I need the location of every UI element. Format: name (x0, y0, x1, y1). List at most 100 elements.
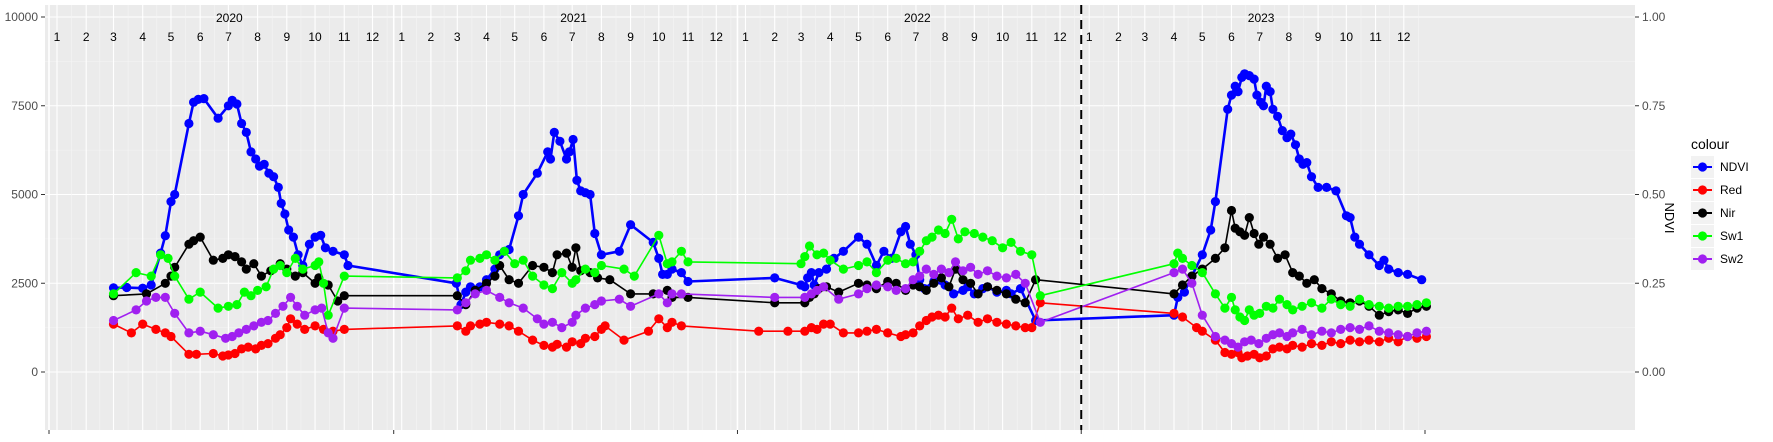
year-label: 2023 (1248, 11, 1275, 25)
data-point-nir (936, 273, 947, 283)
data-point-sw1 (1197, 268, 1207, 278)
data-point-sw2 (532, 314, 542, 324)
data-point-sw2 (921, 264, 931, 274)
left-tick-label: 10000 (5, 10, 39, 24)
data-point-sw2 (1233, 342, 1243, 352)
data-point-ndvi (676, 268, 687, 278)
data-point-ndvi (232, 99, 242, 109)
data-point-ndvi (564, 147, 575, 157)
data-point-sw1 (580, 264, 591, 274)
data-point-sw2 (1326, 328, 1336, 338)
data-point-ndvi (1265, 87, 1275, 97)
month-label: 12 (366, 30, 380, 44)
data-point-sw1 (1384, 303, 1394, 313)
data-point-ndvi (1384, 264, 1394, 274)
data-point-ndvi (241, 127, 251, 137)
data-point-ndvi (320, 243, 330, 253)
data-point-sw2 (1001, 273, 1012, 283)
data-point-nir (230, 252, 240, 262)
data-point-red (600, 321, 610, 331)
data-point-nir (1374, 310, 1384, 320)
data-point-sw2 (1354, 324, 1365, 334)
data-point-red (151, 324, 161, 334)
data-point-nir (1020, 298, 1030, 308)
data-point-sw1 (1403, 301, 1413, 311)
data-point-sw1 (915, 246, 925, 256)
data-point-red (465, 321, 476, 331)
data-point-ndvi (1302, 158, 1312, 168)
month-label: 2 (428, 30, 435, 44)
data-point-red (292, 319, 302, 329)
data-point-sw2 (108, 315, 119, 326)
data-point-nir (605, 275, 615, 285)
data-point-ndvi (1345, 213, 1355, 223)
data-point-red (908, 328, 918, 338)
data-point-red (1020, 323, 1030, 333)
month-label: 1 (742, 30, 749, 44)
month-label: 12 (1053, 30, 1067, 44)
data-point-nir (481, 278, 492, 288)
data-point-sw2 (286, 292, 296, 302)
data-point-nir (1177, 280, 1188, 290)
month-label: 3 (1141, 30, 1148, 44)
data-point-sw2 (770, 292, 780, 302)
month-label: 11 (1369, 30, 1382, 44)
data-point-nir (1317, 284, 1327, 294)
month-label: 1 (1086, 30, 1093, 44)
data-point-ndvi (269, 172, 279, 182)
data-point-nir (1258, 232, 1269, 242)
data-point-sw2 (662, 298, 672, 308)
right-tick-label: 0.00 (1642, 365, 1666, 379)
data-point-sw1 (1393, 301, 1403, 311)
data-point-nir (141, 289, 152, 299)
data-point-sw2 (819, 282, 829, 292)
left-tick-label: 5000 (11, 188, 38, 202)
data-point-sw2 (862, 284, 872, 294)
data-point-sw2 (1035, 317, 1045, 327)
legend-title: colour (1691, 136, 1729, 152)
data-point-sw2 (1297, 324, 1307, 334)
legend-item-nir: Nir (1691, 202, 1735, 224)
data-point-sw2 (195, 326, 205, 336)
data-point-red (667, 317, 677, 327)
data-point-sw2 (667, 289, 677, 299)
data-point-ndvi (170, 189, 180, 200)
data-point-nir (1220, 243, 1230, 253)
series-layer (108, 69, 1431, 363)
month-label: 8 (942, 30, 949, 44)
data-point-sw1 (853, 260, 864, 271)
data-point-red (138, 319, 148, 329)
data-point-red (528, 335, 538, 345)
data-point-sw1 (298, 264, 308, 274)
data-point-sw1 (987, 236, 997, 246)
data-point-nir (973, 289, 983, 299)
data-point-sw1 (927, 232, 937, 242)
data-point-sw1 (838, 264, 849, 274)
data-point-ndvi (1322, 182, 1332, 192)
data-point-red (452, 321, 462, 331)
series-red (108, 298, 1431, 363)
data-point-red (282, 323, 292, 333)
data-point-red (495, 319, 505, 329)
data-point-ndvi (273, 182, 283, 192)
legend-item-ndvi: NDVI (1691, 156, 1749, 178)
right-y-axis: 0.00 0.25 0.50 0.75 1.00 (1635, 10, 1666, 379)
data-point-red (339, 324, 349, 334)
data-point-sw2 (518, 303, 528, 313)
data-point-nir (571, 243, 581, 253)
data-point-red (1345, 335, 1355, 345)
right-tick-label: 0.75 (1642, 99, 1666, 113)
data-point-red (166, 331, 176, 342)
data-point-sw2 (973, 269, 983, 279)
data-point-sw2 (557, 323, 567, 333)
data-point-red (1297, 342, 1307, 352)
data-point-sw2 (495, 292, 505, 302)
data-point-sw1 (163, 253, 173, 263)
data-point-nir (290, 271, 300, 281)
data-point-sw2 (1197, 310, 1207, 320)
data-point-sw2 (1384, 328, 1394, 338)
data-point-ndvi (122, 282, 132, 293)
month-label: 10 (308, 30, 322, 44)
data-point-sw2 (1288, 328, 1298, 338)
data-point-red (1336, 339, 1346, 349)
